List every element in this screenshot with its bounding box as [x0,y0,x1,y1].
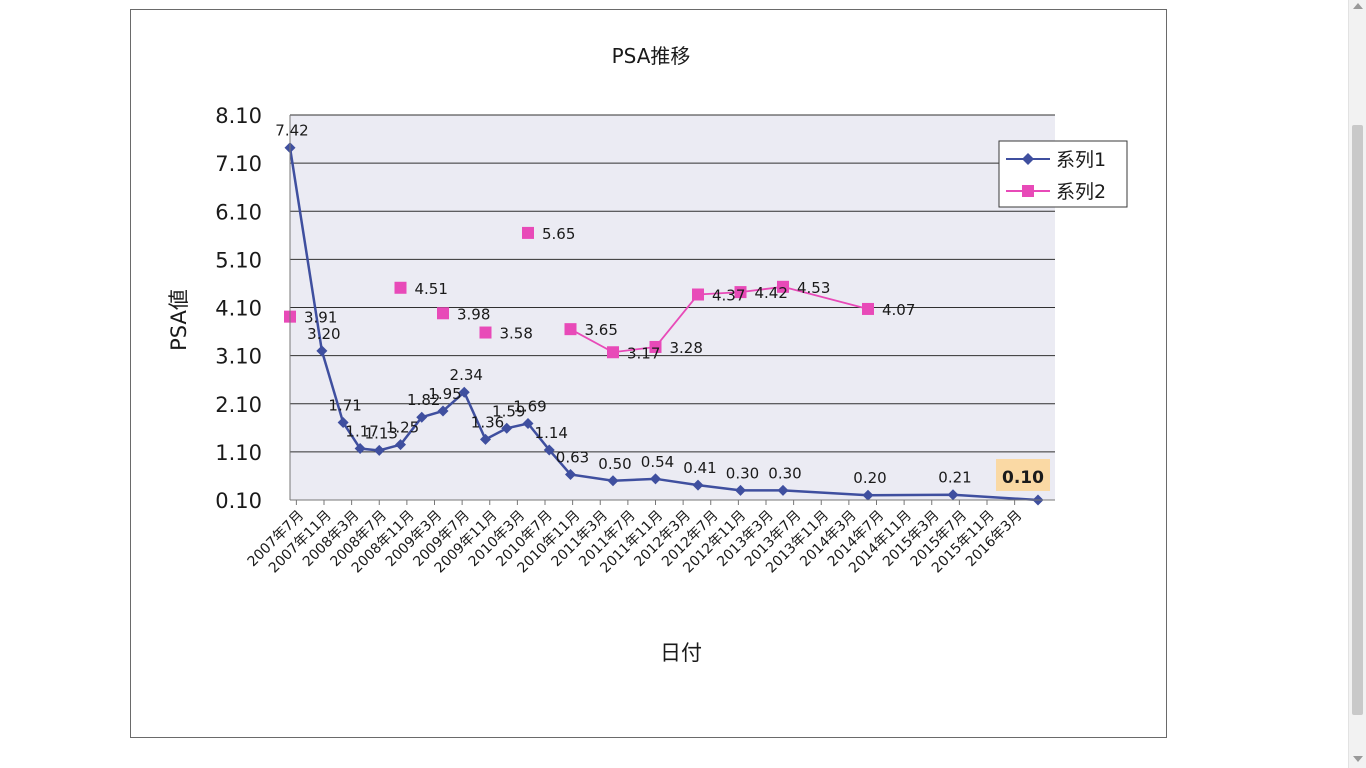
y-tick-label: 5.10 [215,248,262,272]
series-2-data-label: 4.07 [882,301,915,319]
series-1-data-label: 3.20 [307,325,340,343]
series-1-point [543,444,555,456]
series-1-data-label: 0.21 [938,469,971,487]
series-1-point [437,405,449,417]
series-1-data-label: 0.20 [853,469,886,487]
series-2-data-label: 5.65 [542,225,575,243]
y-tick-label: 3.10 [215,345,262,369]
series-1-data-label: 1.82 [407,391,440,409]
y-tick-label: 7.10 [215,152,262,176]
series-1-line [288,147,1039,502]
y-axis-title: PSA値 [167,289,191,351]
series-2-data-label: 3.28 [670,339,703,357]
series-1-point [458,386,470,398]
series-2-point [777,280,789,293]
vertical-scrollbar[interactable] [1348,0,1366,768]
series-2-point [564,323,577,336]
scroll-up-arrow-icon[interactable] [1353,3,1363,9]
series-2-point [607,346,619,359]
series-1-point [607,475,619,487]
series-1-data-label: 1.14 [535,424,568,442]
series-1-point [480,433,491,445]
series-1-data-label: 1.59 [492,402,525,420]
series-2-point [437,307,449,320]
series-2-data-label: 3.65 [585,321,618,339]
series-1-point [862,489,874,501]
series-1-point [692,479,704,491]
series-2-point [522,226,534,239]
x-axis-title: 日付 [660,641,702,665]
series-1-point [947,489,959,501]
scroll-down-arrow-icon[interactable] [1353,756,1363,762]
series-1-data-label: 0.63 [556,448,589,466]
scrollbar-thumb[interactable] [1352,125,1363,715]
series-2-data-label: 3.91 [304,309,337,327]
series-1-data-label: 1.71 [328,397,361,415]
series-1-point [337,417,349,429]
series-1-data-label: 1.36 [471,413,504,431]
series-markers [284,142,1044,506]
chart-title: PSA推移 [612,44,691,68]
series-1-data-label: 1.95 [428,385,461,403]
legend-label-series-1: 系列1 [1056,149,1106,171]
series-1-data-label: 2.34 [450,366,483,384]
series-1-data-label: 0.10 [1002,468,1044,488]
series-1-data-label: 1.25 [386,419,419,437]
legend-label-series-2: 系列2 [1056,181,1106,203]
series-1-data-label: 0.54 [641,453,674,471]
y-tick-label: 4.10 [215,297,262,321]
series-1-point [395,439,406,451]
series-2-point [649,340,662,353]
series-2-data-label: 3.17 [627,344,660,362]
series-2-data-label: 3.58 [500,325,533,343]
gridlines [290,114,1055,453]
series-1-point [501,422,513,434]
series-1-data-label: 0.41 [683,459,716,477]
series-2-data-label: 4.37 [712,287,745,305]
series-1-point [565,468,576,480]
series-2-data-label: 3.98 [457,305,490,323]
series-1-data-label: 1.13 [365,424,398,442]
data-labels: 7.42 3.20 1.71 1.171.131.25 1.821.952.34 1.36… [275,122,1050,491]
series-2-point [394,281,407,294]
series-1-point [735,484,746,496]
series-1-data-label: 0.30 [768,464,801,482]
y-tick-label: 1.10 [215,441,262,465]
series-1-data-label: 0.50 [598,455,631,473]
y-tick-label: 0.10 [215,489,262,513]
series-2-point [862,302,874,315]
series-1-data-label: 0.30 [726,464,759,482]
series-1-point [777,484,789,496]
series-2-point [734,286,747,299]
legend-marker-series-2 [1022,185,1034,197]
y-tick-label: 6.10 [215,200,262,224]
series-1-point [354,443,366,455]
series-2-point [692,288,704,301]
legend: 系列1 系列2 [998,140,1128,208]
y-tick-label: 8.10 [215,104,262,128]
series-2-data-label: 4.42 [755,284,788,302]
y-tick-label: 2.10 [215,393,262,417]
highlight-box [996,459,1050,491]
series-1-point [316,345,328,357]
series-1-point [650,473,661,485]
series-1-point [522,417,534,429]
series-2-data-label: 4.51 [415,280,448,298]
series-1-data-label: 1.69 [513,397,546,415]
series-2-data-label: 4.53 [797,279,830,297]
series-1-point [373,444,385,456]
legend-box [998,140,1128,208]
series-1-point [416,411,428,423]
series-1-data-label: 7.42 [275,122,308,140]
series-1-data-label: 1.17 [345,423,378,441]
legend-marker-series-1 [1022,153,1034,165]
series-2-point [479,326,492,339]
